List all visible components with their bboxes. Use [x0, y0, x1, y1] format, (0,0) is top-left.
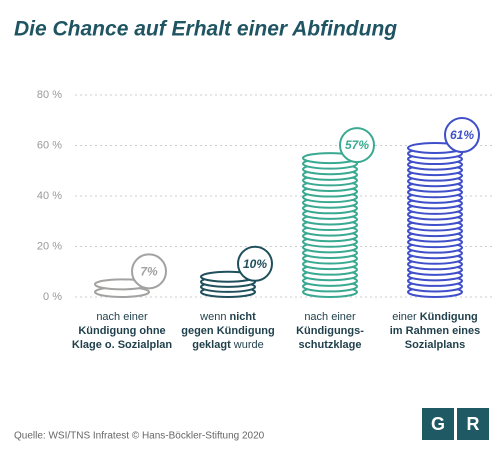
source: Quelle: WSI/TNS Infratest © Hans-Böckler…: [14, 431, 265, 442]
value-label: 7%: [140, 264, 158, 278]
label-part: nicht: [230, 311, 257, 323]
value-label: 61%: [450, 128, 474, 142]
label-part: Kündigung: [420, 311, 478, 323]
value-badge: [237, 245, 273, 282]
y-tick-label: 40 %: [37, 190, 62, 202]
label-part: wenn: [199, 311, 229, 323]
label-part: Kündigungs-: [296, 325, 364, 337]
y-tick-label: 20 %: [37, 240, 62, 252]
coin-stack: [302, 152, 358, 298]
y-tick-label: 80 %: [37, 89, 62, 101]
y-tick-label: 60 %: [37, 139, 62, 151]
coin-stack: [407, 141, 463, 298]
logo-box: [457, 408, 489, 440]
x-tick-label: nach einer: [304, 311, 356, 323]
value-label: 10%: [243, 257, 267, 271]
x-tick-label: wenn nicht: [199, 311, 256, 323]
value-badge: [339, 127, 375, 164]
value-label: 57%: [345, 138, 369, 152]
logo-letter: G: [431, 414, 445, 434]
label-part: im Rahmen eines: [390, 325, 480, 337]
chart-title: Die Chance auf Erhalt einer Abfindung: [14, 18, 397, 41]
x-tick-label: einer Kündigung: [392, 311, 478, 323]
x-tick-label: im Rahmen eines: [390, 325, 480, 337]
x-tick-label: Kündigungs-: [296, 325, 364, 337]
x-tick-label: Kündigung ohne: [78, 325, 165, 337]
value-badge: [131, 253, 167, 290]
y-tick-label: 0 %: [43, 291, 62, 303]
x-tick-label: geklagt wurde: [192, 339, 264, 351]
label-part: nach einer: [304, 311, 356, 323]
label-part: Sozialplans: [405, 339, 466, 351]
x-tick-label: schutzklage: [299, 339, 362, 351]
value-badge: [444, 116, 480, 153]
label-part: Klage o. Sozialplan: [72, 339, 173, 351]
label-part: gegen Kündigung: [181, 325, 274, 337]
x-tick-label: Sozialplans: [405, 339, 466, 351]
logo-box: [422, 408, 454, 440]
x-tick-label: Klage o. Sozialplan: [72, 339, 173, 351]
x-tick-label: nach einer: [96, 311, 148, 323]
logo-letter: R: [467, 414, 480, 434]
label-part: schutzklage: [299, 339, 362, 351]
label-part: einer: [392, 311, 420, 323]
x-tick-label: gegen Kündigung: [181, 325, 274, 337]
label-part: geklagt: [192, 339, 231, 351]
label-part: Kündigung ohne: [78, 325, 165, 337]
label-part: nach einer: [96, 311, 148, 323]
label-part: wurde: [231, 339, 264, 351]
